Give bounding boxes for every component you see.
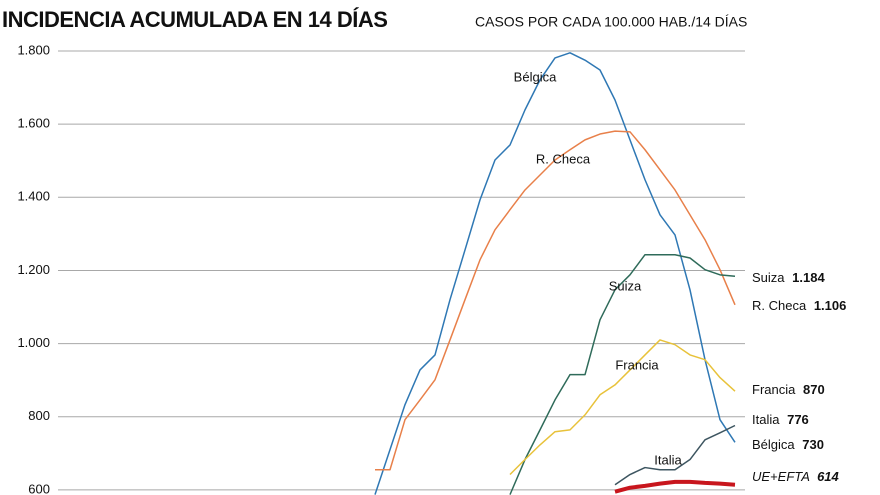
y-tick-label: 1.800 xyxy=(17,42,50,57)
series-label: Francia xyxy=(615,357,659,372)
series-line xyxy=(509,339,736,476)
series-line xyxy=(374,52,736,495)
series-line xyxy=(614,479,736,494)
end-label-name: Italia xyxy=(752,412,780,427)
chart-title: INCIDENCIA ACUMULADA EN 14 DÍAS xyxy=(2,7,387,32)
end-label: Italia 776 xyxy=(752,412,809,427)
y-tick-label: 800 xyxy=(28,408,50,423)
end-label: Francia 870 xyxy=(752,382,825,397)
end-label-name: R. Checa xyxy=(752,298,807,313)
series-line xyxy=(614,424,736,486)
y-tick-label: 1.600 xyxy=(17,116,50,131)
series-label: R. Checa xyxy=(536,151,591,166)
y-tick-label: 1.400 xyxy=(17,189,50,204)
end-label-name: Francia xyxy=(752,382,796,397)
end-label-value: 776 xyxy=(787,412,809,427)
chart-subtitle: CASOS POR CADA 100.000 HAB./14 DÍAS xyxy=(475,14,747,30)
end-label-name: Suiza xyxy=(752,270,785,285)
end-label: UE+EFTA 614 xyxy=(752,469,840,484)
end-label-value: 1.106 xyxy=(814,298,847,313)
series-line xyxy=(375,130,736,471)
series-label: Italia xyxy=(654,452,682,467)
end-label-name: UE+EFTA xyxy=(752,469,809,484)
end-label: Bélgica 730 xyxy=(752,437,824,452)
series-label: Suiza xyxy=(609,278,642,293)
y-tick-label: 1.200 xyxy=(17,262,50,277)
end-label-name: Bélgica xyxy=(752,437,795,452)
end-label-value: 1.184 xyxy=(792,270,825,285)
y-tick-label: 600 xyxy=(28,481,50,495)
y-tick-label: 1.000 xyxy=(17,335,50,350)
end-label-value: 870 xyxy=(803,382,825,397)
series-line xyxy=(509,253,736,495)
end-label: Suiza 1.184 xyxy=(752,270,825,285)
end-label: R. Checa 1.106 xyxy=(752,298,846,313)
end-label-value: 614 xyxy=(817,469,839,484)
series-label: Bélgica xyxy=(514,69,557,84)
end-label-value: 730 xyxy=(802,437,824,452)
